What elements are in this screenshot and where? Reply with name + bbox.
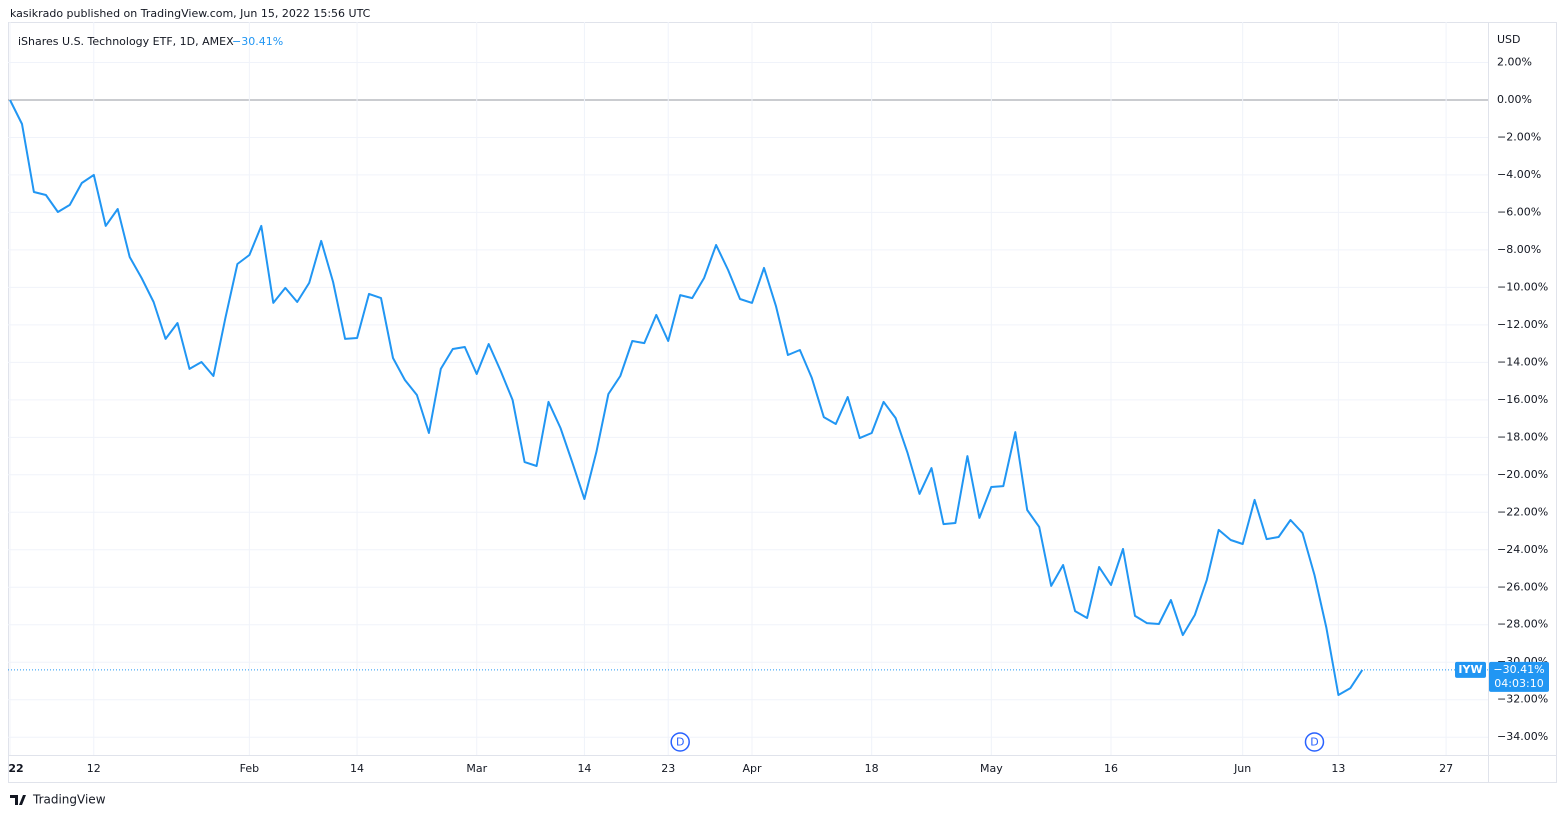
y-tick-label: −32.00% bbox=[1497, 693, 1548, 706]
y-tick-label: −4.00% bbox=[1497, 168, 1541, 181]
y-tick-label: −26.00% bbox=[1497, 580, 1548, 593]
y-tick-label: −22.00% bbox=[1497, 505, 1548, 518]
x-tick-label: 16 bbox=[1104, 762, 1118, 775]
x-tick-label: Apr bbox=[742, 762, 762, 775]
x-tick-label: 14 bbox=[350, 762, 364, 775]
y-tick-label: −24.00% bbox=[1497, 543, 1548, 556]
x-tick-label: May bbox=[980, 762, 1003, 775]
y-tick-label: −18.00% bbox=[1497, 430, 1548, 443]
y-tick-label: −28.00% bbox=[1497, 618, 1548, 631]
dividend-marker bbox=[1304, 732, 1325, 752]
price-label: −30.41% bbox=[1493, 663, 1544, 676]
dividend-marker-label: D bbox=[676, 736, 684, 749]
dividend-marker bbox=[670, 732, 690, 752]
chart-frame bbox=[8, 22, 1557, 783]
y-tick-label: −6.00% bbox=[1497, 205, 1541, 218]
symbol-badge bbox=[1455, 661, 1486, 678]
logo-icon bbox=[10, 795, 26, 805]
brand-logo: TradingView bbox=[10, 793, 106, 807]
x-tick-label: Mar bbox=[466, 762, 487, 775]
y-tick-label: −14.00% bbox=[1497, 355, 1548, 368]
chart-title: iShares U.S. Technology ETF, 1D, AMEX bbox=[18, 35, 234, 48]
y-tick-label: 0.00% bbox=[1497, 93, 1532, 106]
symbol-label: IYW bbox=[1458, 663, 1482, 676]
publish-header: kasikrado published on TradingView.com, … bbox=[10, 7, 371, 20]
y-tick-label: −20.00% bbox=[1497, 468, 1548, 481]
x-tick-label: 27 bbox=[1439, 762, 1453, 775]
x-tick-label: Jun bbox=[1233, 762, 1251, 775]
y-tick-label: −10.00% bbox=[1497, 280, 1548, 293]
x-tick-label: Feb bbox=[240, 762, 259, 775]
x-tick-label: 22 bbox=[8, 762, 23, 775]
y-tick-label: −12.00% bbox=[1497, 318, 1548, 331]
x-tick-label: 13 bbox=[1331, 762, 1345, 775]
brand-name: TradingView bbox=[32, 793, 106, 807]
countdown-label: 04:03:10 bbox=[1494, 677, 1543, 690]
price-badge bbox=[1489, 661, 1549, 692]
price-line bbox=[9, 99, 1364, 696]
x-tick-label: 12 bbox=[87, 762, 101, 775]
dividend-marker-label: D bbox=[1310, 736, 1318, 749]
y-tick-label: −8.00% bbox=[1497, 243, 1541, 256]
y-tick-label: −16.00% bbox=[1497, 393, 1548, 406]
y-tick-label: −2.00% bbox=[1497, 130, 1541, 143]
currency-label: USD bbox=[1497, 33, 1521, 46]
x-tick-label: 23 bbox=[661, 762, 675, 775]
legend-value: −30.41% bbox=[232, 35, 283, 48]
y-tick-label: 2.00% bbox=[1497, 55, 1532, 68]
x-tick-label: 18 bbox=[865, 762, 879, 775]
x-tick-label: 14 bbox=[577, 762, 591, 775]
grid bbox=[8, 22, 1488, 755]
y-tick-label: −34.00% bbox=[1497, 730, 1548, 743]
